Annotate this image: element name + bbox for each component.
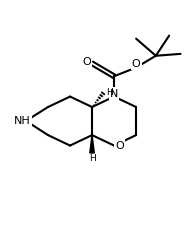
Text: O: O	[132, 59, 140, 69]
Text: N: N	[110, 88, 118, 99]
Text: O: O	[82, 57, 91, 67]
Polygon shape	[90, 135, 94, 153]
Text: O: O	[115, 141, 124, 150]
Text: H: H	[89, 154, 95, 163]
Text: NH: NH	[14, 116, 31, 126]
Text: H: H	[106, 88, 113, 97]
